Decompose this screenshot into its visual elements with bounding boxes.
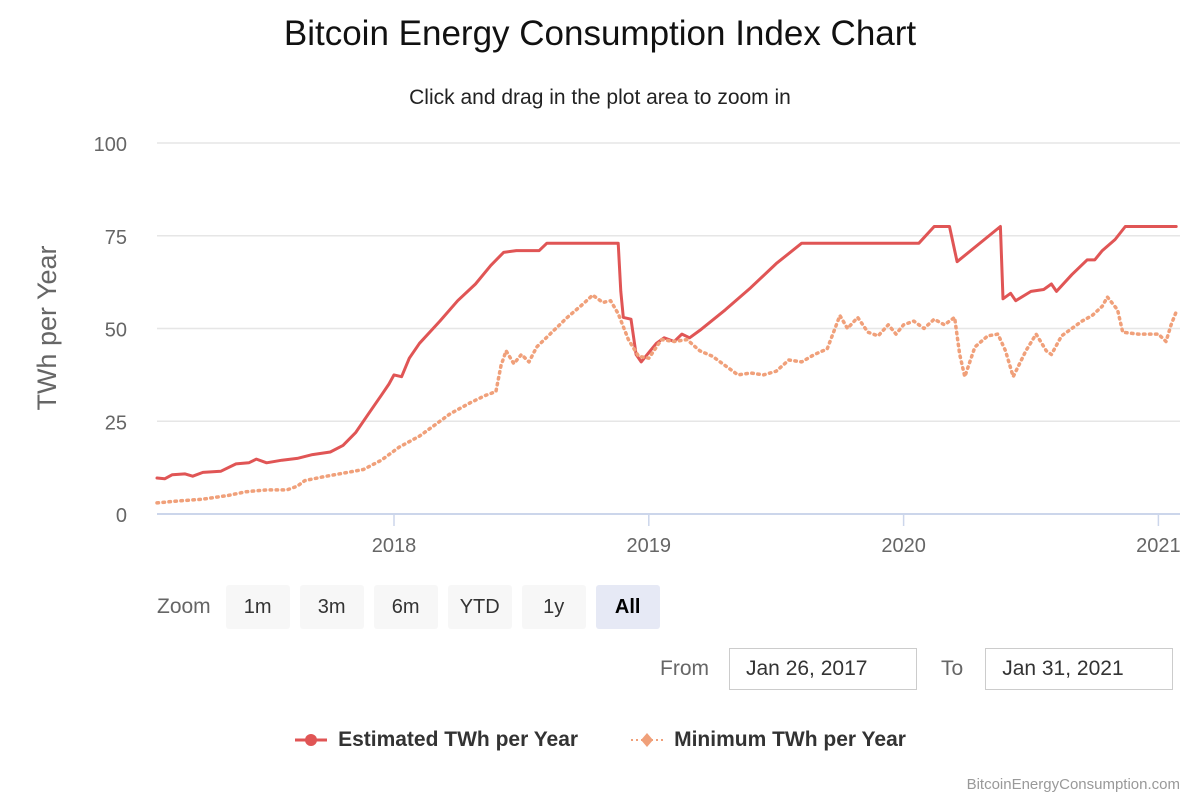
to-date-input[interactable] [985, 648, 1174, 690]
zoom-6m-button[interactable]: 6m [373, 585, 438, 629]
legend: Estimated TWh per Year Minimum TWh per Y… [0, 728, 1200, 752]
zoom-3m-button[interactable]: 3m [299, 585, 364, 629]
y-tick-label: 75 [105, 227, 127, 249]
x-tick-label: 2021 [1136, 535, 1181, 557]
legend-label-minimum: Minimum TWh per Year [674, 728, 906, 751]
legend-estimated-icon [295, 734, 328, 746]
chart-subtitle: Click and drag in the plot area to zoom … [409, 86, 791, 109]
credits-link[interactable]: BitcoinEnergyConsumption.com [966, 776, 1180, 793]
zoom-label: Zoom [157, 595, 211, 618]
x-tick-label: 2019 [627, 535, 672, 557]
zoom-1y-button[interactable]: 1y [521, 585, 586, 629]
range-selector-buttons: Zoom 1m 3m 6m YTD 1y All [157, 585, 670, 629]
series-line-estimated[interactable] [155, 225, 1178, 481]
date-range-inputs: From To [660, 648, 1174, 690]
from-date-input[interactable] [729, 648, 917, 690]
x-tick-label: 2018 [372, 535, 417, 557]
grid-layer [157, 142, 1180, 422]
y-tick-label: 0 [116, 505, 127, 527]
legend-label-estimated: Estimated TWh per Year [338, 728, 579, 751]
to-label: To [941, 657, 964, 680]
x-tick-label: 2020 [881, 535, 926, 557]
chart-plot[interactable]: 0 25 50 75 100 2018 2019 2020 2021 TWh per Year [0, 0, 1200, 580]
series-line-minimum[interactable] [155, 293, 1178, 505]
chart-title: Bitcoin Energy Consumption Index Chart [283, 14, 917, 53]
legend-item-estimated[interactable]: Estimated TWh per Year [294, 728, 578, 752]
legend-item-minimum[interactable]: Minimum TWh per Year [630, 728, 906, 752]
legend-minimum-icon [631, 733, 664, 747]
y-axis-title: TWh per Year [32, 245, 62, 410]
zoom-ytd-button[interactable]: YTD [447, 585, 512, 629]
zoom-all-button[interactable]: All [595, 585, 660, 629]
from-label: From [660, 657, 709, 680]
axis-layer: 0 25 50 75 100 2018 2019 2020 2021 [94, 134, 1181, 557]
y-tick-label: 100 [94, 134, 127, 156]
y-tick-label: 25 [105, 412, 127, 434]
y-tick-label: 50 [105, 320, 127, 342]
series-layer[interactable] [155, 225, 1178, 505]
zoom-1m-button[interactable]: 1m [225, 585, 290, 629]
